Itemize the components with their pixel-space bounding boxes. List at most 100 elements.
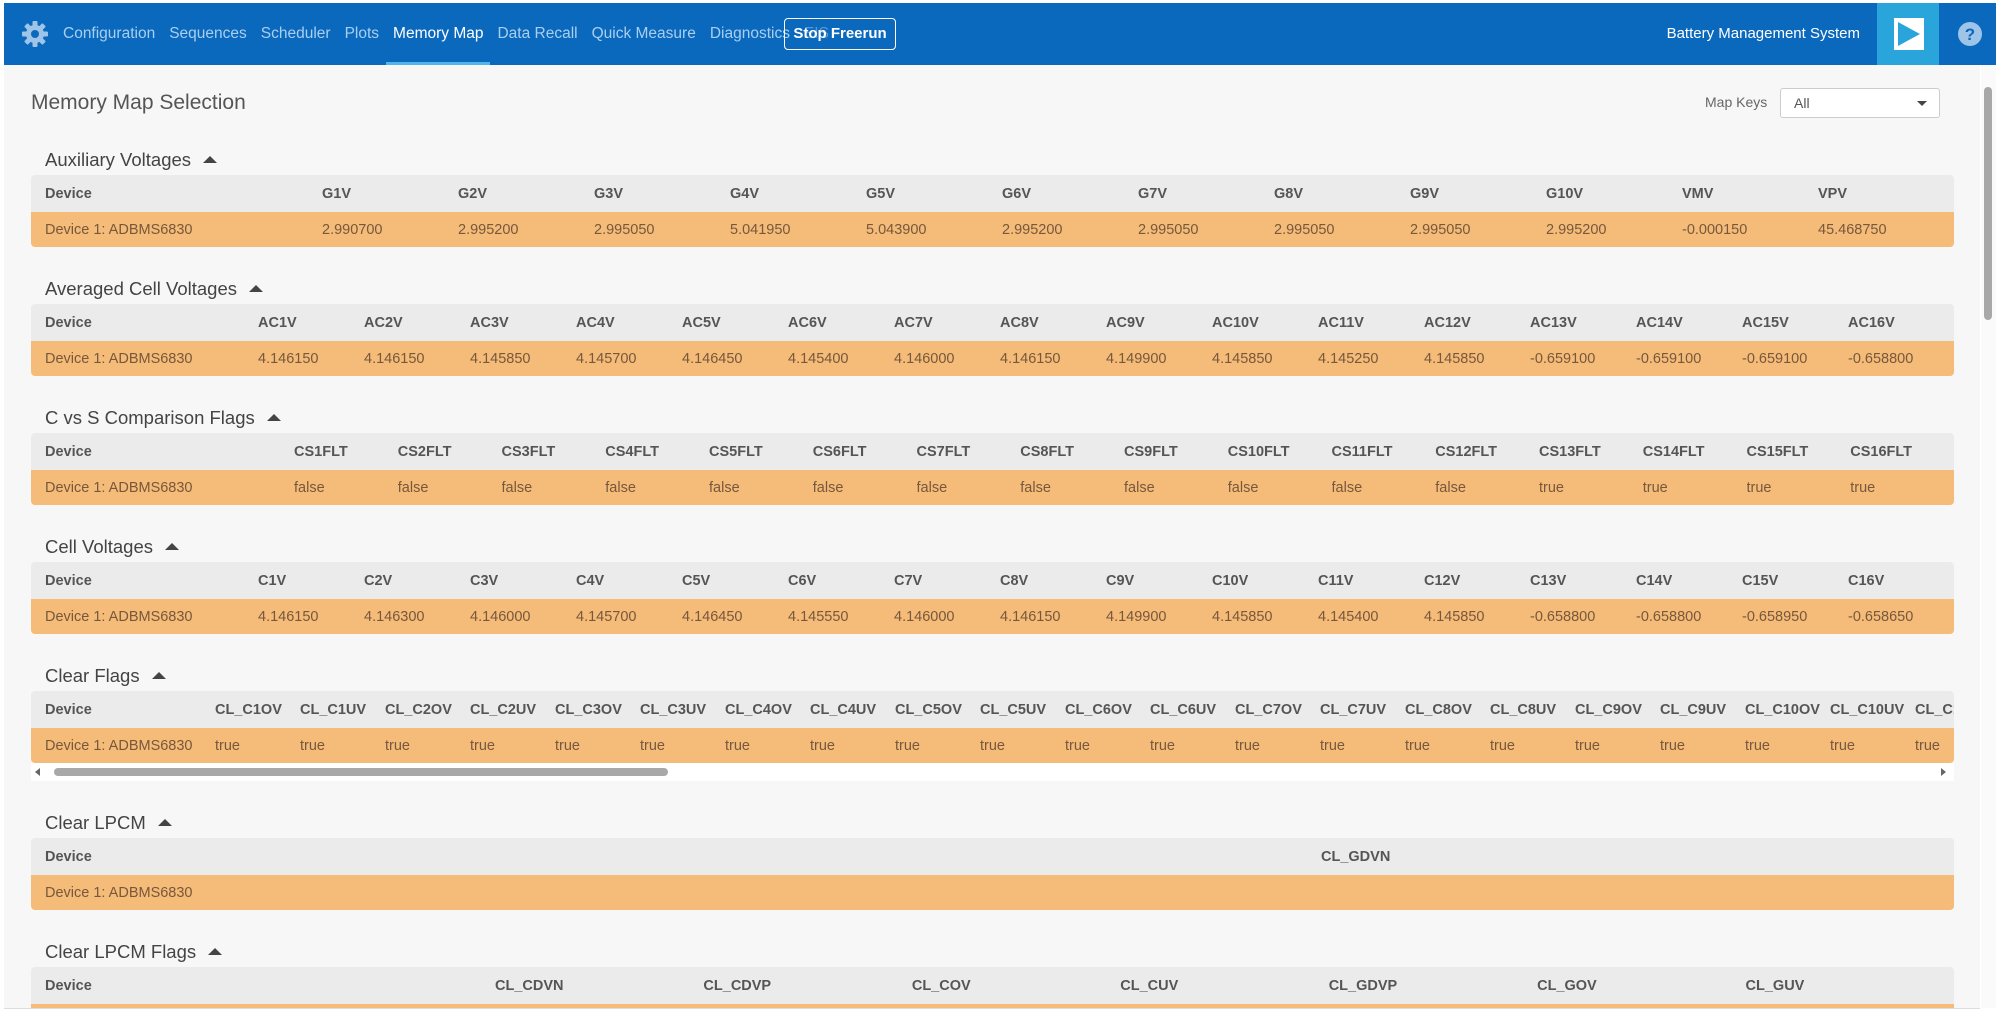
cell: false xyxy=(1435,470,1539,505)
column-header: AC13V xyxy=(1530,304,1636,341)
stop-freerun-button[interactable]: Stop Freerun xyxy=(784,18,896,50)
cell: false xyxy=(812,470,917,505)
table-wrap: Device CS1FLT CS2FLT CS3FLT CS4FLT CS5FLT CS6F… xyxy=(31,433,1954,505)
column-header: CL_C10OV xyxy=(1745,691,1830,728)
column-header: C14V xyxy=(1636,562,1742,599)
column-header: AC12V xyxy=(1424,304,1530,341)
cell: false xyxy=(1124,470,1228,505)
nav-tab[interactable]: Memory Map xyxy=(386,3,491,65)
data-row[interactable]: Device 1: ADBMS6830 xyxy=(31,875,1954,910)
cell xyxy=(703,1004,912,1008)
column-header: C11V xyxy=(1318,562,1424,599)
collapse-caret[interactable] xyxy=(248,285,263,292)
collapse-caret[interactable] xyxy=(266,414,281,421)
column-header: AC2V xyxy=(364,304,470,341)
data-row[interactable]: Device 1: ADBMS6830 false false false false f… xyxy=(31,470,1954,505)
collapse-caret[interactable] xyxy=(164,543,179,550)
cell: true xyxy=(895,728,980,763)
cell: 4.145550 xyxy=(788,599,894,634)
collapse-caret[interactable] xyxy=(208,948,223,955)
header-row: Device G1V G2V G3V G4V G5V G6V G7V G8V G9V G10V VMV… xyxy=(31,175,1954,212)
cell: true xyxy=(725,728,810,763)
column-header: C10V xyxy=(1212,562,1318,599)
column-header: C6V xyxy=(788,562,894,599)
help-icon[interactable]: ? xyxy=(1957,21,1983,47)
play-icon xyxy=(1894,18,1924,50)
cell: Device 1: ADBMS6830 xyxy=(31,212,322,247)
table-wrap: Device AC1V AC2V AC3V AC4V AC5V AC6V AC7V AC8V AC… xyxy=(31,304,1954,376)
cell: false xyxy=(1331,470,1436,505)
cell: 4.145700 xyxy=(576,599,682,634)
cell: true xyxy=(215,728,300,763)
cell: -0.659100 xyxy=(1636,341,1742,376)
data-row[interactable]: Device 1: ADBMS6830 true true true true true t… xyxy=(31,728,1954,763)
nav-tab[interactable]: EIS xyxy=(803,25,829,42)
section-title: Auxiliary Voltages xyxy=(31,118,1954,175)
section-title-text: Averaged Cell Voltages xyxy=(45,277,237,299)
map-keys-select[interactable]: All xyxy=(1780,88,1940,118)
cell xyxy=(1537,1004,1746,1008)
column-header: CL_C6UV xyxy=(1150,691,1235,728)
collapse-caret[interactable] xyxy=(203,156,218,163)
data-table: Device AC1V AC2V AC3V AC4V AC5V AC6V AC7V AC8V AC… xyxy=(31,304,1954,376)
column-header: AC8V xyxy=(1000,304,1106,341)
cell: true xyxy=(1745,728,1830,763)
nav-tab[interactable]: Sequences xyxy=(169,25,247,42)
vertical-scrollbar[interactable] xyxy=(1981,65,1996,1008)
scroll-left[interactable] xyxy=(35,768,40,776)
section-title: Clear Flags xyxy=(31,634,1954,691)
cell: 4.145850 xyxy=(1424,599,1530,634)
scroll-right[interactable] xyxy=(1941,768,1946,776)
nav-tab[interactable]: Scheduler xyxy=(260,25,331,42)
cell: -0.659100 xyxy=(1530,341,1636,376)
data-row[interactable] xyxy=(31,1004,1954,1008)
cell: Device 1: ADBMS6830 xyxy=(31,599,258,634)
cell: 4.145850 xyxy=(470,341,576,376)
cell: 5.041950 xyxy=(730,212,866,247)
nav-tab[interactable]: Configuration xyxy=(63,25,156,42)
column-header: CL_C3OV xyxy=(555,691,640,728)
play-button[interactable] xyxy=(1877,3,1939,65)
column-header: C13V xyxy=(1530,562,1636,599)
scroll-thumb[interactable] xyxy=(1984,87,1992,320)
column-header: AC9V xyxy=(1106,304,1212,341)
data-table: Device CL_CDVN CL_CDVP CL_COV CL_CUV CL_GDVP C… xyxy=(31,967,1954,1008)
column-header: CS5FLT xyxy=(709,433,813,470)
cell: -0.658800 xyxy=(1530,599,1636,634)
horizontal-scrollbar[interactable] xyxy=(31,763,1954,781)
cell: 2.995200 xyxy=(1546,212,1682,247)
scroll-thumb[interactable] xyxy=(54,768,668,776)
column-header: CL_C9UV xyxy=(1660,691,1745,728)
cell: true xyxy=(1405,728,1490,763)
nav-tab[interactable]: Diagnostics xyxy=(709,25,790,42)
column-header: CL_C4OV xyxy=(725,691,810,728)
data-row[interactable]: Device 1: ADBMS6830 4.146150 4.146150 4.145… xyxy=(31,341,1954,376)
section: Clear Flags Device CL_C1OV CL_C1UV CL_C2OV CL… xyxy=(31,634,1954,781)
sections: Auxiliary Voltages Device G1V G2V G3V G4V G5V G… xyxy=(31,118,1954,1008)
column-header: CL_C2UV xyxy=(470,691,555,728)
nav-tab[interactable]: Quick Measure xyxy=(591,25,696,42)
column-header: CL_C8OV xyxy=(1405,691,1490,728)
column-header: CL_C4UV xyxy=(810,691,895,728)
settings-icon[interactable] xyxy=(21,20,49,48)
column-header: CS7FLT xyxy=(916,433,1021,470)
cell: true xyxy=(1830,728,1915,763)
cell: 4.146450 xyxy=(682,599,788,634)
cell: 4.146150 xyxy=(364,341,470,376)
data-row[interactable]: Device 1: ADBMS6830 4.146150 4.146300 4.146… xyxy=(31,599,1954,634)
collapse-caret[interactable] xyxy=(157,819,172,826)
cell: 2.995200 xyxy=(458,212,594,247)
data-row[interactable]: Device 1: ADBMS6830 2.990700 2.995200 2.995… xyxy=(31,212,1954,247)
column-header: CS4FLT xyxy=(605,433,709,470)
nav-tab[interactable]: Data Recall xyxy=(497,25,578,42)
nav-tab[interactable]: Plots xyxy=(344,25,380,42)
cell: true xyxy=(1235,728,1320,763)
column-header: C8V xyxy=(1000,562,1106,599)
section-title-text: Auxiliary Voltages xyxy=(45,148,192,170)
data-table: Device C1V C2V C3V C4V C5V C6V C7V C8V C9V C10V C11… xyxy=(31,562,1954,634)
data-table: Device CL_C1OV CL_C1UV CL_C2OV CL_C2UV CL_C3O… xyxy=(31,691,1954,763)
section-title-text: Clear LPCM Flags xyxy=(45,940,197,962)
column-header: CL_CDVN xyxy=(495,967,704,1004)
cell: -0.658950 xyxy=(1742,599,1848,634)
collapse-caret[interactable] xyxy=(151,672,166,679)
